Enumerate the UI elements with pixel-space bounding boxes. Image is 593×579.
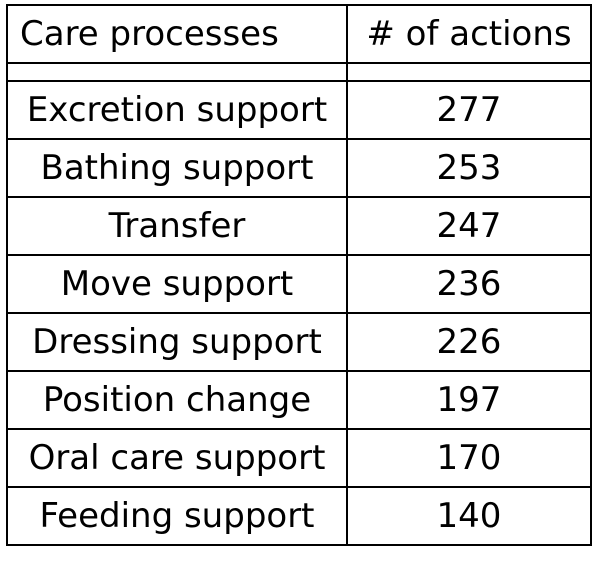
table-row: Excretion support 277 xyxy=(6,80,592,140)
table-row: Feeding support 140 xyxy=(6,486,592,546)
care-process-cell: Excretion support xyxy=(6,80,348,140)
care-process-cell: Feeding support xyxy=(6,486,348,546)
actions-count-cell: 140 xyxy=(346,486,592,546)
care-process-cell: Position change xyxy=(6,370,348,430)
spacer-row xyxy=(6,62,592,82)
actions-count-cell: 277 xyxy=(346,80,592,140)
spacer-cell xyxy=(6,62,348,82)
care-process-cell: Transfer xyxy=(6,196,348,256)
actions-count-cell: 253 xyxy=(346,138,592,198)
table-row: Dressing support 226 xyxy=(6,312,592,372)
spacer-cell xyxy=(346,62,592,82)
care-process-cell: Bathing support xyxy=(6,138,348,198)
column-header-care-processes: Care processes xyxy=(6,4,348,64)
table-row: Oral care support 170 xyxy=(6,428,592,488)
care-process-cell: Oral care support xyxy=(6,428,348,488)
actions-count-cell: 236 xyxy=(346,254,592,314)
actions-count-cell: 170 xyxy=(346,428,592,488)
table-row: Position change 197 xyxy=(6,370,592,430)
actions-count-cell: 197 xyxy=(346,370,592,430)
table-row: Move support 236 xyxy=(6,254,592,314)
table-row: Bathing support 253 xyxy=(6,138,592,198)
table-row: Transfer 247 xyxy=(6,196,592,256)
actions-count-cell: 247 xyxy=(346,196,592,256)
care-process-cell: Dressing support xyxy=(6,312,348,372)
table-header-row: Care processes # of actions xyxy=(6,4,592,64)
care-process-cell: Move support xyxy=(6,254,348,314)
actions-count-cell: 226 xyxy=(346,312,592,372)
care-processes-table: Care processes # of actions Excretion su… xyxy=(6,4,592,546)
column-header-actions: # of actions xyxy=(346,4,592,64)
